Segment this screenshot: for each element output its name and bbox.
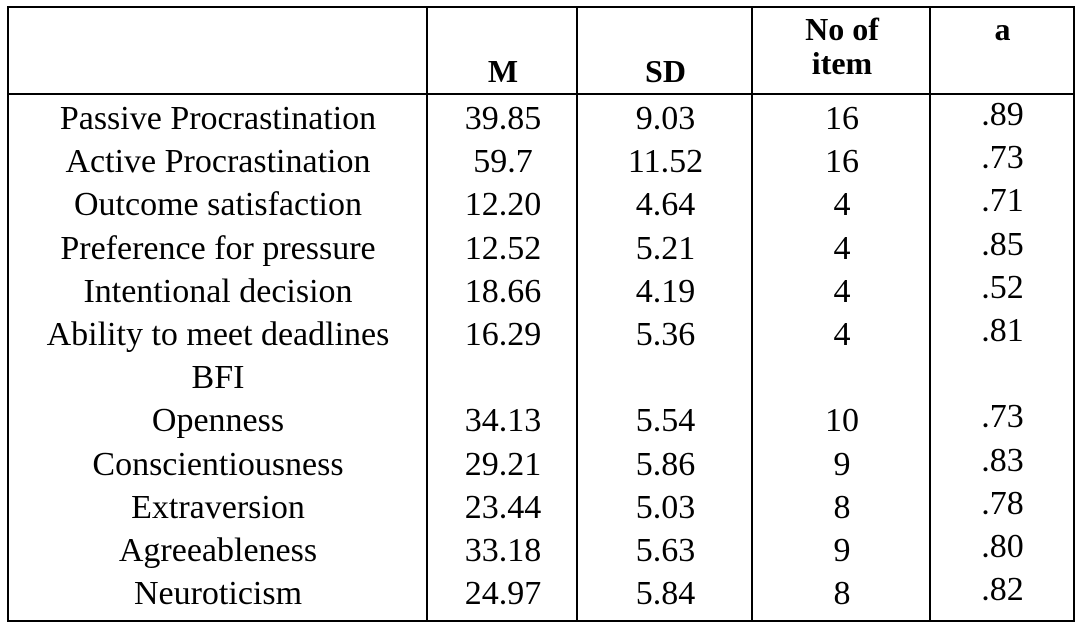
cell-sd: 5.63 (635, 532, 696, 569)
table-row: Ability to meet deadlines 16.29 5.36 4 .81 (9, 312, 1073, 356)
cell-items: 8 (833, 488, 851, 526)
row-label: Active Procrastination (65, 143, 371, 181)
cell-items: 8 (833, 575, 851, 613)
table-row: Extraversion 23.44 5.03 8 .78 (9, 485, 1073, 529)
cell-alpha: .52 (981, 268, 1024, 306)
cell-alpha: .82 (981, 571, 1024, 609)
cell-sd: 4.19 (635, 272, 696, 310)
cell-sd: 5.84 (635, 575, 696, 613)
cell-sd: 4.64 (635, 186, 696, 224)
table-row: Openness 34.13 5.54 10 .73 (9, 398, 1073, 442)
cell-m: 23.44 (464, 488, 542, 526)
table-row: Passive Procrastination 39.85 9.03 16 .89 (9, 96, 1073, 140)
header-sd: SD (645, 53, 686, 89)
row-label: Preference for pressure (60, 229, 376, 267)
cell-items: 4 (833, 229, 851, 267)
row-label: BFI (191, 359, 245, 397)
column-divider (576, 8, 578, 620)
cell-m: 33.18 (464, 532, 542, 569)
cell-alpha: .89 (981, 96, 1024, 133)
cell-alpha: .81 (981, 312, 1024, 349)
cell-m: 29.21 (464, 445, 542, 483)
cell-m: 18.66 (464, 272, 542, 310)
cell-sd: 9.03 (635, 100, 696, 137)
cell-alpha: .71 (981, 182, 1024, 220)
row-label: Ability to meet deadlines (46, 316, 390, 353)
cell-m: 12.52 (464, 229, 542, 267)
statistics-table: M SD No of item a Passive Procrastinatio… (7, 6, 1075, 622)
cell-items: 4 (833, 316, 851, 353)
header-alpha: a (994, 11, 1011, 47)
cell-m: 24.97 (464, 575, 542, 613)
cell-alpha: .80 (981, 528, 1024, 565)
row-label: Outcome satisfaction (74, 186, 362, 224)
column-divider (426, 8, 428, 620)
table-row: Conscientiousness 29.21 5.86 9 .83 (9, 442, 1073, 486)
header-divider (9, 93, 1073, 95)
cell-sd: 5.36 (635, 316, 696, 353)
cell-sd: 11.52 (627, 143, 704, 181)
cell-items: 4 (833, 186, 851, 224)
cell-alpha: .73 (981, 398, 1024, 436)
table-row: Intentional decision 18.66 4.19 4 .52 (9, 269, 1073, 313)
cell-m: 16.29 (464, 316, 542, 353)
row-label: Agreeableness (118, 532, 318, 569)
cell-items: 9 (833, 445, 851, 483)
cell-alpha: .73 (981, 139, 1024, 177)
row-label: Neuroticism (133, 575, 303, 613)
table-row: Agreeableness 33.18 5.63 9 .80 (9, 528, 1073, 572)
cell-sd: 5.03 (635, 488, 696, 526)
row-label: Passive Procrastination (59, 100, 377, 137)
table-row: BFI (9, 356, 1073, 399)
table-row: Neuroticism 24.97 5.84 8 .82 (9, 571, 1073, 615)
column-divider (929, 8, 931, 620)
row-label: Openness (151, 402, 285, 440)
cell-sd: 5.54 (635, 402, 696, 440)
header-m: M (487, 53, 519, 89)
table-row: Preference for pressure 12.52 5.21 4 .85 (9, 226, 1073, 270)
header-line: item (811, 45, 873, 81)
cell-sd: 5.86 (635, 445, 696, 483)
cell-items: 16 (825, 100, 859, 137)
cell-m: 59.7 (473, 143, 533, 181)
row-label: Conscientiousness (92, 445, 344, 483)
cell-alpha: .78 (981, 484, 1024, 522)
cell-m: 39.85 (464, 100, 542, 137)
column-divider (751, 8, 753, 620)
row-label: Extraversion (131, 488, 305, 526)
cell-alpha: .83 (981, 441, 1024, 479)
table-row: Active Procrastination 59.7 11.52 16 .73 (9, 139, 1073, 183)
cell-sd: 5.21 (635, 229, 696, 267)
table-row: Outcome satisfaction 12.20 4.64 4 .71 (9, 182, 1073, 226)
cell-m: 12.20 (464, 186, 542, 224)
header-line: No of (805, 11, 879, 47)
cell-items: 16 (825, 143, 859, 181)
cell-items: 4 (833, 272, 851, 310)
cell-alpha: .85 (981, 225, 1024, 263)
cell-items: 10 (825, 402, 859, 440)
cell-items: 9 (833, 532, 851, 569)
cell-m: 34.13 (464, 402, 542, 440)
header-no-of-item: No of item (754, 12, 930, 80)
row-label: Intentional decision (83, 272, 353, 310)
